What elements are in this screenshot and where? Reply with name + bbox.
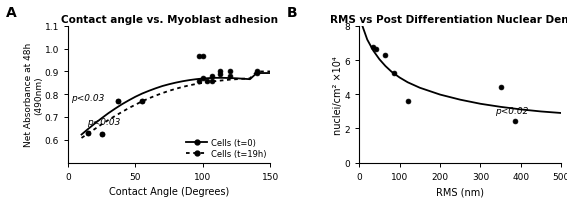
Y-axis label: nuclei/cm² ×10⁴: nuclei/cm² ×10⁴ xyxy=(333,56,343,134)
Text: A: A xyxy=(6,6,16,20)
Title: RMS vs Post Differentiation Nuclear Density: RMS vs Post Differentiation Nuclear Dens… xyxy=(330,15,567,25)
Text: p<0.03: p<0.03 xyxy=(87,117,120,126)
Text: B: B xyxy=(286,6,297,20)
Text: p<0.03: p<0.03 xyxy=(71,94,104,103)
X-axis label: Contact Angle (Degrees): Contact Angle (Degrees) xyxy=(109,186,229,196)
Title: Contact angle vs. Myoblast adhesion: Contact angle vs. Myoblast adhesion xyxy=(61,15,278,25)
Text: p<0.02: p<0.02 xyxy=(494,107,528,115)
X-axis label: RMS (nm): RMS (nm) xyxy=(436,186,484,196)
Y-axis label: Net Absorbance at 48h
(490nm): Net Absorbance at 48h (490nm) xyxy=(24,43,43,147)
Legend: Cells (t=0), Cells (t=19h): Cells (t=0), Cells (t=19h) xyxy=(187,138,266,159)
